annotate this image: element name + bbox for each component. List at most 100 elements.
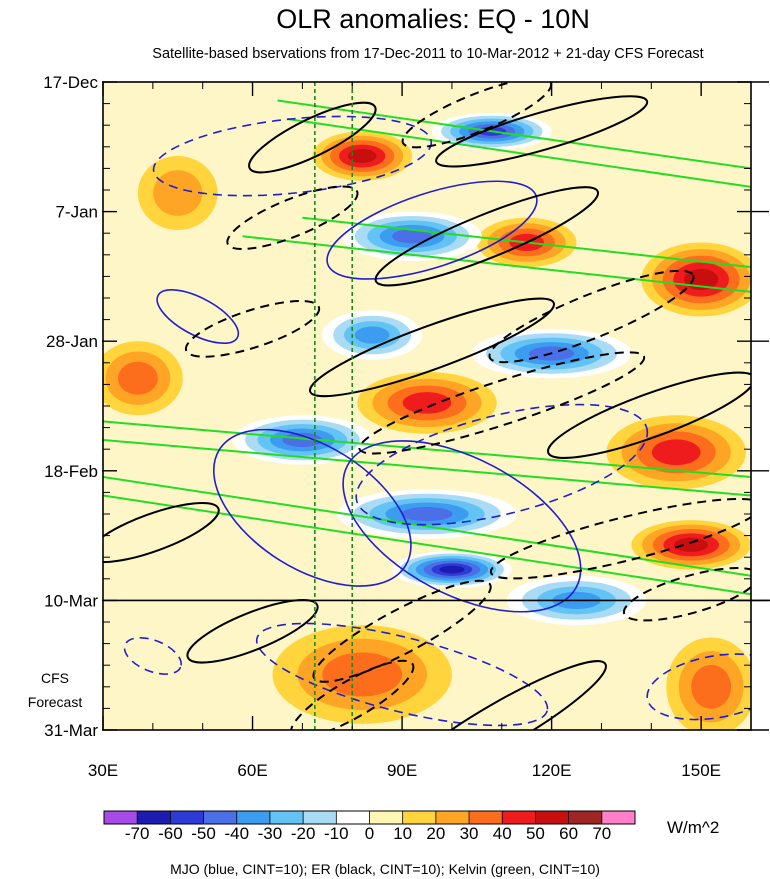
colorbar-label: 50: [526, 824, 545, 843]
contour-legend: MJO (blue, CINT=10); ER (black, CINT=10)…: [170, 861, 600, 877]
mjo-contour: [646, 653, 751, 721]
cold-anomaly-patch: [392, 229, 432, 244]
y-tick-label: 28-Jan: [46, 332, 98, 351]
colorbar-label: 30: [460, 824, 479, 843]
x-axis: 30E 60E 90E 120E 150E: [88, 82, 721, 780]
colorbar-swatch: [104, 811, 138, 824]
er-contour: [489, 497, 751, 580]
x-tick-label: 150E: [681, 761, 721, 780]
mjo-contour: [255, 622, 549, 727]
colorbar-swatch: [568, 811, 603, 824]
mjo-contour: [156, 289, 240, 344]
plot-area: [102, 81, 770, 731]
colorbar-label: 10: [393, 824, 412, 843]
er-contour: [622, 567, 751, 622]
colorbar-label: -30: [258, 824, 283, 843]
er-contour: [374, 186, 600, 287]
mjo-contour: [355, 403, 649, 526]
er-contour: [435, 95, 649, 168]
colorbar-label: -50: [191, 824, 216, 843]
warm-anomaly-patch: [402, 392, 452, 414]
kelvin-contour: [103, 475, 751, 577]
er-contour: [226, 185, 359, 251]
er-contour: [248, 101, 377, 174]
warm-anomaly-patch: [117, 361, 158, 395]
kelvin-contours: [103, 99, 751, 596]
colorbar-swatch: [369, 811, 403, 824]
colorbar-swatch: [170, 811, 204, 824]
colorbar-swatch: [402, 811, 437, 824]
kelvin-contour: [103, 494, 751, 596]
reference-longitude-lines: [314, 82, 354, 730]
colorbar-swatch: [203, 811, 238, 824]
er-contour: [184, 300, 321, 358]
colorbar-label: 60: [559, 824, 578, 843]
kelvin-contour: [103, 438, 751, 497]
colorbar-units: W/m^2: [667, 818, 719, 837]
mjo-contour: [342, 440, 582, 613]
colorbar-label: -60: [158, 824, 183, 843]
er-contour: [186, 598, 319, 664]
chart-title: OLR anomalies: EQ - 10N: [276, 4, 590, 34]
x-tick-label: 60E: [237, 761, 267, 780]
colorbar-swatch: [336, 811, 370, 824]
colorbar-swatch: [303, 811, 337, 824]
cold-anomaly-patch: [282, 432, 323, 447]
kelvin-contour: [103, 420, 751, 478]
warm-anomaly-patch: [691, 664, 732, 709]
colorbar-swatch: [601, 811, 636, 824]
colorbar-label: 70: [592, 824, 611, 843]
kelvin-contour: [287, 118, 751, 188]
x-tick-label: 120E: [532, 761, 572, 780]
colorbar-swatch: [236, 811, 271, 824]
mjo-contours: [123, 115, 751, 727]
warm-anomaly-patch: [347, 149, 377, 164]
y-axis: 17-Dec 7-Jan 28-Jan 18-Feb 10-Mar 31-Mar: [43, 73, 769, 740]
er-contour: [290, 659, 415, 730]
cold-anomaly-patch: [439, 565, 465, 574]
forecast-label-line1: CFS: [41, 670, 69, 686]
colorbar-swatch: [469, 811, 503, 824]
er-contours: [103, 82, 751, 730]
y-tick-label: 10-Mar: [44, 591, 98, 610]
mjo-contour: [123, 636, 182, 675]
colorbar-swatch: [435, 811, 470, 824]
cold-anomaly-patch: [401, 506, 453, 522]
colorbar-swatch: [269, 811, 304, 824]
colorbar-label: -20: [291, 824, 316, 843]
warm-anomaly-patch: [322, 652, 403, 697]
warm-anomaly-patch: [651, 439, 701, 466]
chart-subtitle: Satellite-based bservations from 17-Dec-…: [152, 46, 703, 62]
kelvin-contour: [277, 99, 751, 170]
mjo-contour: [212, 428, 412, 587]
colorbar-label: -70: [125, 824, 150, 843]
er-contour: [546, 371, 751, 459]
warm-anomaly-patch: [674, 537, 709, 552]
cold-anomaly-patch: [354, 326, 390, 344]
colorbar-swatch: [137, 811, 171, 824]
colorbar-label: 40: [493, 824, 512, 843]
colorbar-label: 0: [365, 824, 374, 843]
kelvin-contour: [242, 235, 751, 293]
x-tick-label: 30E: [88, 761, 118, 780]
colorbar-label: -10: [324, 824, 349, 843]
colorbar-label: 20: [426, 824, 445, 843]
er-contour: [103, 501, 220, 564]
er-contour: [308, 297, 555, 398]
forecast-label-line2: Forecast: [28, 694, 83, 710]
y-tick-label: 31-Mar: [44, 721, 98, 740]
y-tick-label: 17-Dec: [43, 73, 98, 92]
er-contour: [358, 351, 646, 455]
y-tick-label: 7-Jan: [55, 203, 98, 222]
warm-anomaly-patch: [153, 170, 203, 216]
colorbar-swatch: [502, 811, 536, 824]
colorbar-swatch: [535, 811, 569, 824]
colorbar: -70 -60 -50 -40 -30 -20 -10 0 10 20 30 40 50 60 70: [103, 810, 636, 843]
y-tick-label: 18-Feb: [44, 462, 98, 481]
x-tick-label: 90E: [387, 761, 417, 780]
olr-anomaly-field: [103, 112, 751, 730]
er-contour: [401, 82, 553, 149]
er-contour: [396, 660, 607, 730]
colorbar-label: -40: [224, 824, 249, 843]
